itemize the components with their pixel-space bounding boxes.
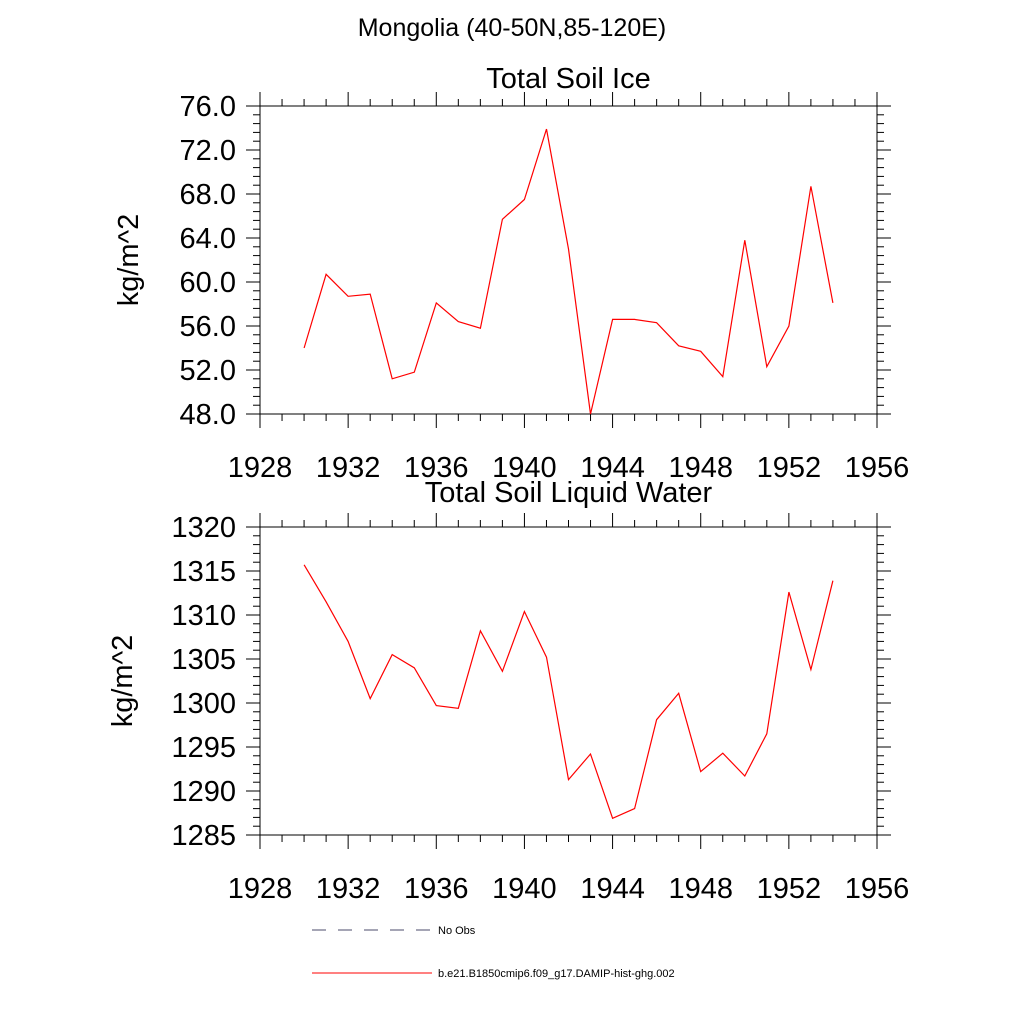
- y-tick-label: 1305: [171, 644, 236, 676]
- series-line: [303, 564, 834, 820]
- x-tick-label: 1956: [845, 873, 910, 905]
- figure-title: Mongolia (40-50N,85-120E): [357, 14, 667, 42]
- y-tick-label: 56.0: [180, 311, 236, 343]
- y-tick-label: 64.0: [180, 223, 236, 255]
- x-tick-label: 1940: [492, 452, 557, 484]
- x-tick-label: 1952: [757, 873, 822, 905]
- y-tick-label: 1320: [171, 512, 236, 544]
- chart-title: Total Soil Liquid Water: [425, 477, 713, 509]
- y-tick-label: 72.0: [180, 135, 236, 167]
- x-tick-label: 1940: [492, 873, 557, 905]
- y-tick-label: 1315: [171, 556, 236, 588]
- x-tick-label: 1932: [316, 873, 381, 905]
- y-tick-label: 1295: [171, 732, 236, 764]
- plot-frame: [259, 105, 878, 415]
- y-tick-label: 76.0: [180, 91, 236, 123]
- x-tick-label: 1928: [228, 452, 293, 484]
- chart-panel-1: Total Soil Ice kg/m^2 1928 1932 1936 1940 1944…: [113, 63, 909, 484]
- y-tick-label: 1310: [171, 600, 236, 632]
- x-tick-label: 1944: [580, 452, 645, 484]
- y-axis-label: kg/m^2: [107, 635, 139, 728]
- y-tick-label: 52.0: [180, 355, 236, 387]
- legend-label-2: b.e21.B1850cmip6.f09_g17.DAMIP-hist-ghg.…: [438, 968, 675, 980]
- y-tick-label: 1300: [171, 688, 236, 720]
- x-tick-label: 1936: [404, 452, 469, 484]
- x-tick-label: 1936: [404, 873, 469, 905]
- x-tick-label: 1944: [580, 873, 645, 905]
- y-axis-label: kg/m^2: [113, 214, 145, 307]
- x-tick-label: 1952: [757, 452, 822, 484]
- y-tick-label: 1290: [171, 776, 236, 808]
- y-tick-label: 1285: [171, 820, 236, 852]
- x-tick-label: 1956: [845, 452, 910, 484]
- x-tick-label: 1928: [228, 873, 293, 905]
- y-tick-label: 48.0: [180, 399, 236, 431]
- x-tick-label: 1932: [316, 452, 381, 484]
- legend-label-1: No Obs: [438, 925, 476, 937]
- series-line: [303, 128, 834, 415]
- x-tick-label: 1948: [668, 452, 733, 484]
- y-tick-label: 68.0: [180, 179, 236, 211]
- chart-title: Total Soil Ice: [486, 63, 650, 95]
- legend: No Obs b.e21.B1850cmip6.f09_g17.DAMIP-his…: [312, 925, 675, 980]
- x-tick-label: 1948: [668, 873, 733, 905]
- chart-panel-2: Total Soil Liquid Water kg/m^2 1928 1932 193…: [107, 477, 909, 905]
- y-tick-label: 60.0: [180, 267, 236, 299]
- plot-frame: [259, 526, 878, 836]
